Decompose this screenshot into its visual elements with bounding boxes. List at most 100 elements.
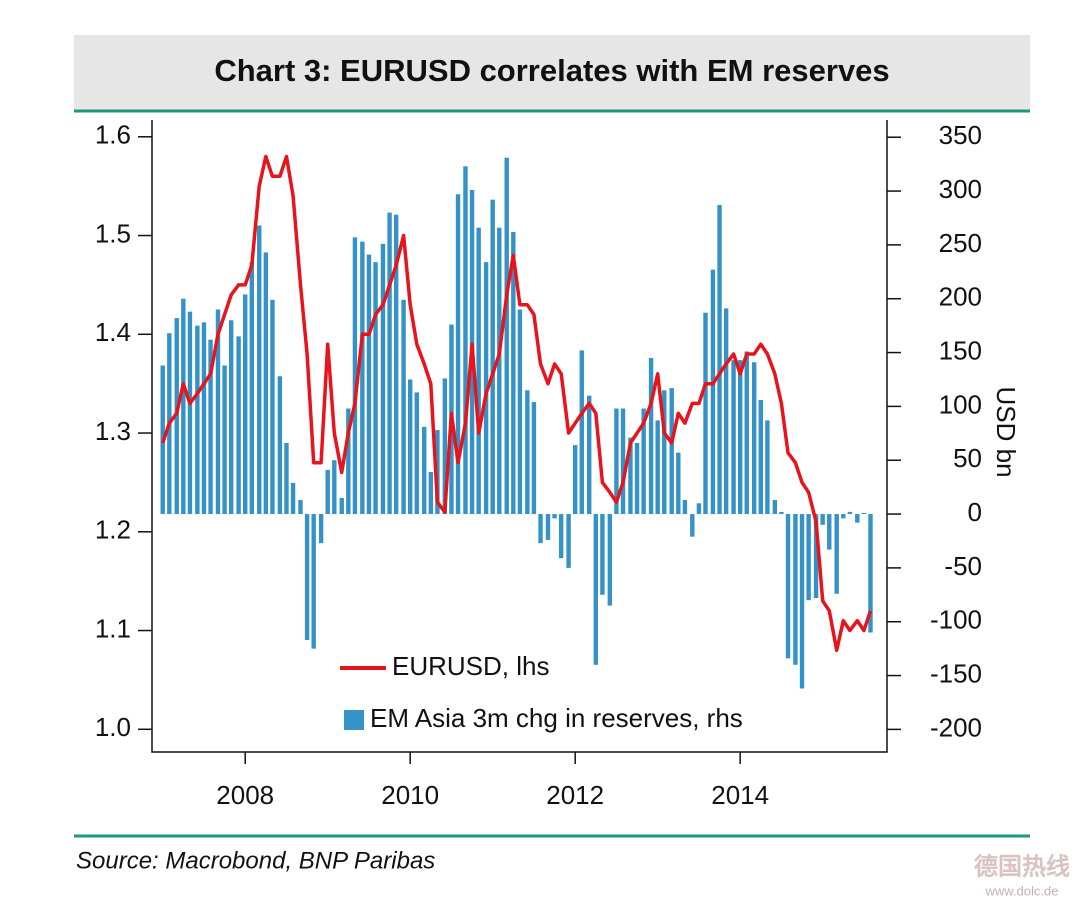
bar bbox=[311, 514, 316, 649]
bar bbox=[414, 392, 419, 515]
y2-tick-label: -100 bbox=[930, 605, 982, 635]
bar bbox=[545, 514, 551, 540]
bar bbox=[710, 269, 716, 515]
bar bbox=[538, 514, 543, 544]
watermark: 德国热线 bbox=[974, 852, 1070, 880]
bar bbox=[717, 205, 722, 515]
bar bbox=[620, 408, 626, 515]
y-tick-label: 1.4 bbox=[95, 317, 131, 347]
bar bbox=[511, 231, 516, 515]
bar bbox=[517, 309, 523, 515]
bar bbox=[662, 390, 667, 515]
bar bbox=[737, 360, 743, 515]
bar bbox=[407, 379, 413, 515]
bar bbox=[806, 514, 811, 601]
bar bbox=[703, 312, 708, 515]
bar bbox=[744, 351, 749, 515]
bar bbox=[785, 514, 791, 659]
bar bbox=[373, 262, 378, 515]
bar bbox=[476, 227, 481, 515]
bar bbox=[861, 512, 867, 515]
legend-label: EM Asia 3m chg in reserves, rhs bbox=[370, 703, 743, 733]
y-tick-label: 1.5 bbox=[95, 218, 131, 248]
bar bbox=[690, 514, 695, 537]
bar bbox=[290, 482, 296, 515]
bar bbox=[628, 437, 633, 515]
bar bbox=[455, 194, 461, 515]
bar bbox=[422, 426, 427, 515]
bar bbox=[648, 357, 654, 515]
bar bbox=[587, 395, 592, 515]
y2-tick-label: 50 bbox=[953, 443, 982, 473]
bar bbox=[772, 500, 778, 515]
bar bbox=[201, 322, 207, 515]
y2-tick-label: -200 bbox=[930, 712, 982, 742]
bar bbox=[827, 514, 832, 550]
bar bbox=[841, 514, 846, 519]
x-tick-label: 2008 bbox=[216, 780, 274, 810]
x-tick-label: 2012 bbox=[546, 780, 604, 810]
y-tick-label: 1.6 bbox=[95, 120, 131, 150]
bar bbox=[655, 420, 660, 515]
x-tick-label: 2010 bbox=[381, 780, 439, 810]
bar bbox=[847, 511, 853, 515]
bar bbox=[531, 402, 537, 515]
bar bbox=[298, 500, 303, 515]
y2-tick-label: 200 bbox=[939, 282, 982, 312]
bar bbox=[600, 514, 605, 595]
y2-tick-label: 150 bbox=[939, 335, 982, 365]
bar bbox=[758, 399, 763, 515]
bar bbox=[696, 503, 702, 515]
bar bbox=[813, 514, 819, 599]
bar bbox=[504, 157, 509, 515]
y2-tick-label: -50 bbox=[944, 551, 982, 581]
y2-tick-label: 300 bbox=[939, 174, 982, 204]
y2-tick-label: 250 bbox=[939, 228, 982, 258]
bar bbox=[236, 336, 241, 515]
bar bbox=[834, 514, 839, 594]
bar bbox=[270, 299, 275, 515]
line bbox=[161, 154, 873, 653]
bar bbox=[799, 514, 805, 689]
bar bbox=[552, 514, 557, 519]
bar bbox=[614, 408, 619, 515]
bar bbox=[366, 254, 372, 515]
bar bbox=[401, 299, 406, 515]
bar bbox=[360, 241, 365, 515]
bar bbox=[215, 309, 221, 515]
y-tick-label: 1.2 bbox=[95, 515, 131, 545]
bar bbox=[257, 225, 262, 515]
bar bbox=[593, 514, 599, 665]
bar bbox=[387, 212, 392, 515]
bar bbox=[249, 262, 255, 515]
bar bbox=[765, 420, 770, 515]
bar bbox=[558, 514, 564, 559]
chart-title: Chart 3: EURUSD correlates with EM reser… bbox=[214, 53, 889, 88]
y2-axis-label: USD bn bbox=[991, 386, 1021, 477]
bar bbox=[779, 511, 784, 515]
bar bbox=[723, 308, 729, 515]
bar bbox=[222, 365, 227, 515]
bar bbox=[855, 514, 860, 523]
bar bbox=[868, 514, 873, 633]
y-tick-label: 1.3 bbox=[95, 416, 131, 446]
bar bbox=[332, 460, 337, 515]
y2-tick-label: 350 bbox=[939, 120, 982, 150]
title-band bbox=[74, 35, 1030, 110]
bar bbox=[243, 294, 248, 515]
bar bbox=[579, 350, 584, 515]
bar bbox=[208, 339, 213, 515]
bar bbox=[277, 376, 283, 515]
bar bbox=[572, 445, 578, 515]
bar bbox=[634, 442, 640, 515]
bar bbox=[676, 452, 681, 515]
bar bbox=[393, 214, 399, 515]
bar bbox=[669, 388, 674, 515]
bar bbox=[751, 362, 757, 515]
bar bbox=[318, 514, 324, 544]
watermark-url: www.dolc.de bbox=[985, 883, 1059, 898]
bar bbox=[793, 514, 798, 665]
bar bbox=[187, 311, 193, 515]
bar bbox=[490, 199, 495, 515]
